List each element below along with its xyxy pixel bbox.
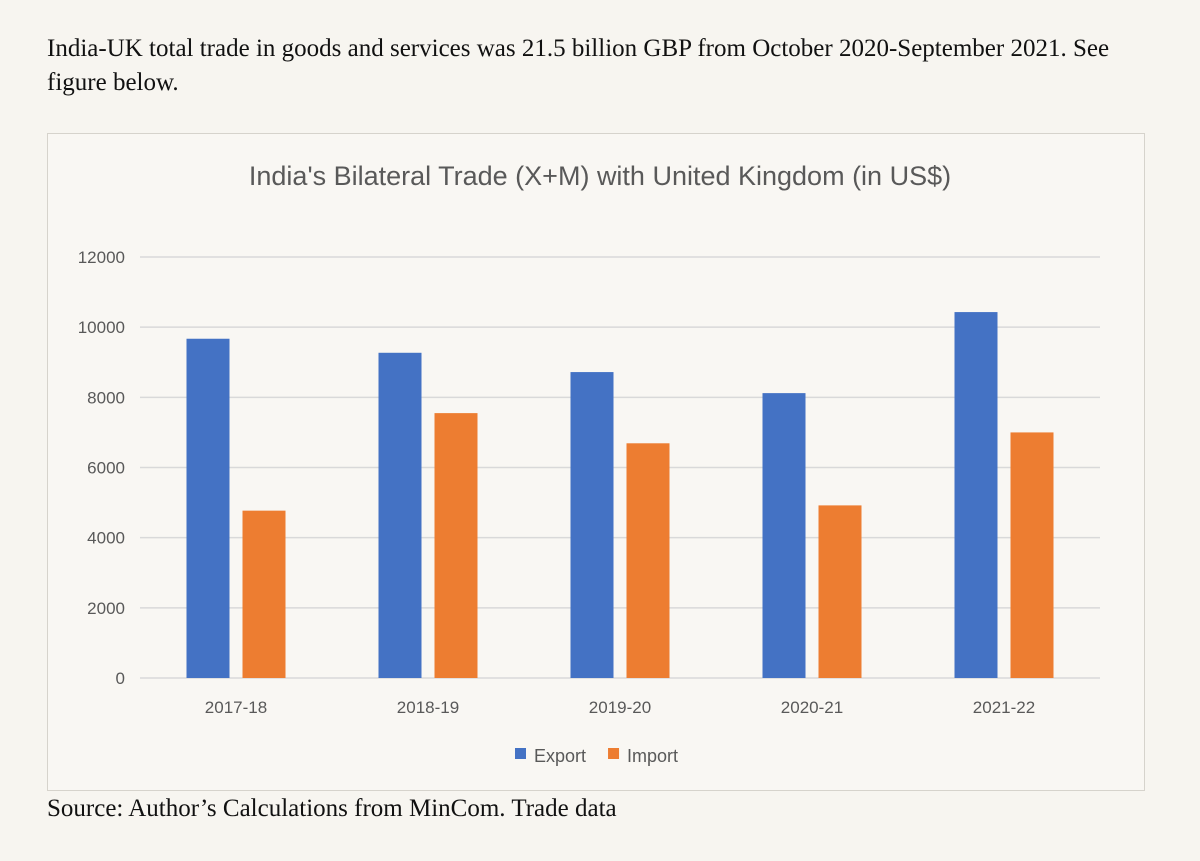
x-tick-label: 2020-21	[781, 698, 843, 717]
y-tick-label: 0	[116, 669, 125, 688]
y-tick-label: 6000	[87, 459, 125, 478]
y-tick-label: 2000	[87, 599, 125, 618]
intro-text: India-UK total trade in goods and servic…	[47, 35, 1110, 96]
chart-title: India's Bilateral Trade (X+M) with Unite…	[249, 161, 951, 191]
bar-import-2018-19	[434, 413, 478, 678]
legend-swatch-import	[608, 748, 620, 759]
y-tick-label: 4000	[87, 529, 125, 548]
bar-import-2020-21	[818, 505, 862, 678]
x-tick-label: 2018-19	[397, 698, 459, 717]
x-tick-label: 2019-20	[589, 698, 651, 717]
legend-swatch-export	[515, 748, 526, 759]
y-tick-label: 8000	[87, 388, 125, 407]
bar-export-2019-20	[570, 372, 614, 678]
bar-export-2021-22	[954, 312, 998, 678]
y-tick-label: 12000	[78, 248, 125, 267]
legend-label-import: Import	[627, 746, 678, 766]
bar-export-2020-21	[762, 393, 806, 678]
x-tick-label: 2017-18	[205, 698, 267, 717]
legend-label-export: Export	[534, 746, 586, 766]
x-tick-label: 2021-22	[973, 698, 1035, 717]
bar-import-2019-20	[626, 443, 670, 678]
bar-import-2021-22	[1010, 432, 1054, 678]
bar-import-2017-18	[242, 510, 286, 678]
y-tick-label: 10000	[78, 318, 125, 337]
bar-export-2017-18	[186, 338, 230, 678]
bar-export-2018-19	[378, 352, 422, 678]
source-text: Source: Author’s Calculations from MinCo…	[47, 795, 617, 822]
